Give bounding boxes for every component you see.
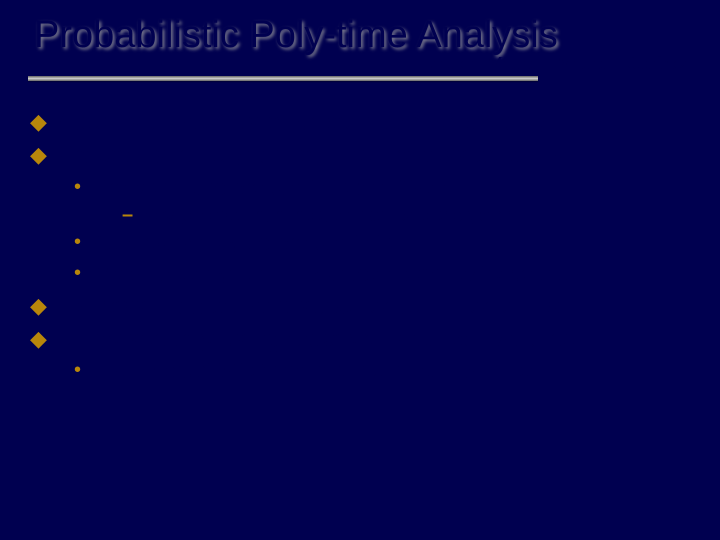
item-text: Probabilistic polynomial-time process ca…	[57, 140, 566, 171]
list-item: ◆ Express protocol and specification in …	[30, 291, 694, 322]
item-text: Key generation, nonce, probabilistic enc…	[143, 204, 541, 227]
dash-bullet-icon: –	[122, 204, 133, 226]
title-divider	[28, 76, 538, 81]
dot-bullet-icon: •	[74, 357, 81, 384]
item-text: Use probabilistic form of process equiva…	[93, 357, 536, 386]
slide-title: Probabilistic Poly-time Analysis	[34, 14, 694, 57]
slide: Probabilistic Poly-time Analysis [Lincol…	[0, 0, 720, 540]
dot-bullet-icon: •	[74, 260, 81, 287]
list-item: • Adversary may be probabilistic	[74, 229, 694, 258]
content-area: ◆ Adopt spi-calculus approach, add proba…	[26, 107, 694, 386]
item-text: Express protocol and specification in ca…	[57, 291, 560, 322]
diamond-bullet-icon: ◆	[30, 291, 47, 321]
list-item: ◆ Probabilistic polynomial-time process …	[30, 140, 694, 171]
list-item: • Use probabilistic form of process equi…	[74, 357, 694, 386]
list-item: • Protocols use probabilistic primitives	[74, 174, 694, 203]
diamond-bullet-icon: ◆	[30, 140, 47, 170]
diamond-bullet-icon: ◆	[30, 107, 47, 137]
list-item: • Modal type system guarantees complexit…	[74, 260, 694, 289]
dot-bullet-icon: •	[74, 229, 81, 256]
item-text: Modal type system guarantees complexity …	[93, 260, 581, 289]
item-text: Protocols use probabilistic primitives	[93, 174, 448, 203]
item-text: Adopt spi-calculus approach, add probabi…	[57, 107, 548, 138]
item-text: Adversary may be probabilistic	[93, 229, 393, 258]
list-item: ◆ Study security using observational equ…	[30, 324, 694, 355]
list-item: – Key generation, nonce, probabilistic e…	[122, 204, 694, 227]
list-item: ◆ Adopt spi-calculus approach, add proba…	[30, 107, 694, 138]
diamond-bullet-icon: ◆	[30, 324, 47, 354]
dot-bullet-icon: •	[74, 174, 81, 201]
item-text: Study security using observational equiv…	[57, 324, 577, 355]
